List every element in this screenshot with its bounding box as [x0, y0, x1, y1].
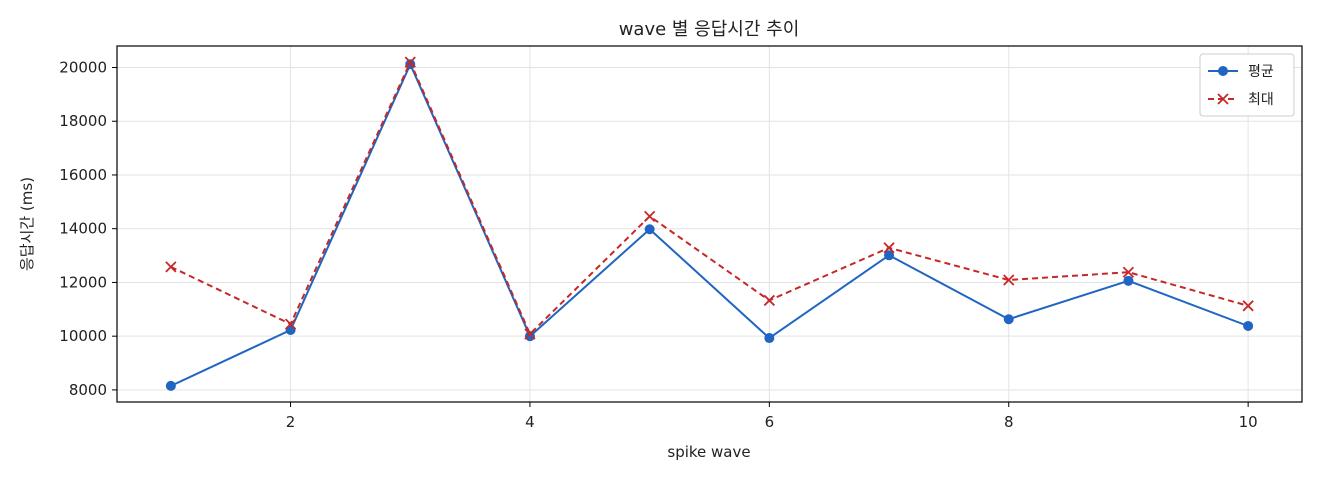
- legend-marker: [1218, 66, 1228, 76]
- data-point: [1003, 274, 1015, 286]
- series-group: [165, 56, 1254, 391]
- data-point: [1243, 320, 1254, 331]
- series-1: [165, 59, 1254, 391]
- data-point: [884, 250, 895, 261]
- data-point: [763, 294, 775, 307]
- data-point: [165, 380, 176, 391]
- x-tick-label: 6: [765, 413, 775, 431]
- data-point: [1003, 314, 1014, 325]
- legend-label: 최대: [1248, 92, 1274, 108]
- chart-title: wave 별 응답시간 추이: [619, 19, 800, 40]
- y-tick-label: 10000: [59, 327, 107, 345]
- data-point: [1123, 275, 1134, 286]
- y-axis: 8000 10000 12000 14000 16000 18000 20000: [59, 58, 117, 399]
- y-tick-label: 16000: [59, 166, 107, 184]
- data-point: [764, 333, 775, 344]
- legend-item-2: 최대: [1208, 92, 1274, 108]
- data-point: [524, 328, 536, 340]
- data-point: [165, 261, 177, 273]
- x-tick-label: 10: [1239, 413, 1258, 431]
- x-tick-label: 4: [525, 413, 535, 431]
- y-tick-label: 14000: [59, 220, 107, 238]
- legend-label: 평균: [1248, 64, 1274, 80]
- data-point: [284, 318, 297, 330]
- x-tick-label: 8: [1004, 413, 1014, 431]
- grid-lines: [117, 46, 1302, 402]
- legend-box: [1199, 53, 1295, 117]
- y-axis-title: 응답시간 (ms): [18, 177, 36, 271]
- y-tick-label: 20000: [59, 58, 107, 76]
- data-point: [1122, 266, 1135, 278]
- series-2: [165, 56, 1254, 340]
- x-axis-title: spike wave: [667, 443, 750, 461]
- data-point: [404, 56, 416, 68]
- plot-frame: [116, 45, 1303, 403]
- y-tick-label: 8000: [69, 381, 107, 399]
- legend-marker: [1217, 93, 1229, 105]
- y-tick-label: 12000: [59, 273, 107, 291]
- data-point: [644, 224, 655, 235]
- data-point: [524, 331, 535, 342]
- x-tick-label: 2: [286, 413, 296, 431]
- data-point: [644, 210, 656, 222]
- series-line: [170, 63, 1249, 387]
- data-point: [1242, 300, 1254, 312]
- x-axis: 2 4 6 8 10: [286, 402, 1258, 431]
- y-tick-label: 18000: [59, 112, 107, 130]
- data-point: [883, 242, 895, 254]
- legend-item-1: 평균: [1208, 64, 1274, 80]
